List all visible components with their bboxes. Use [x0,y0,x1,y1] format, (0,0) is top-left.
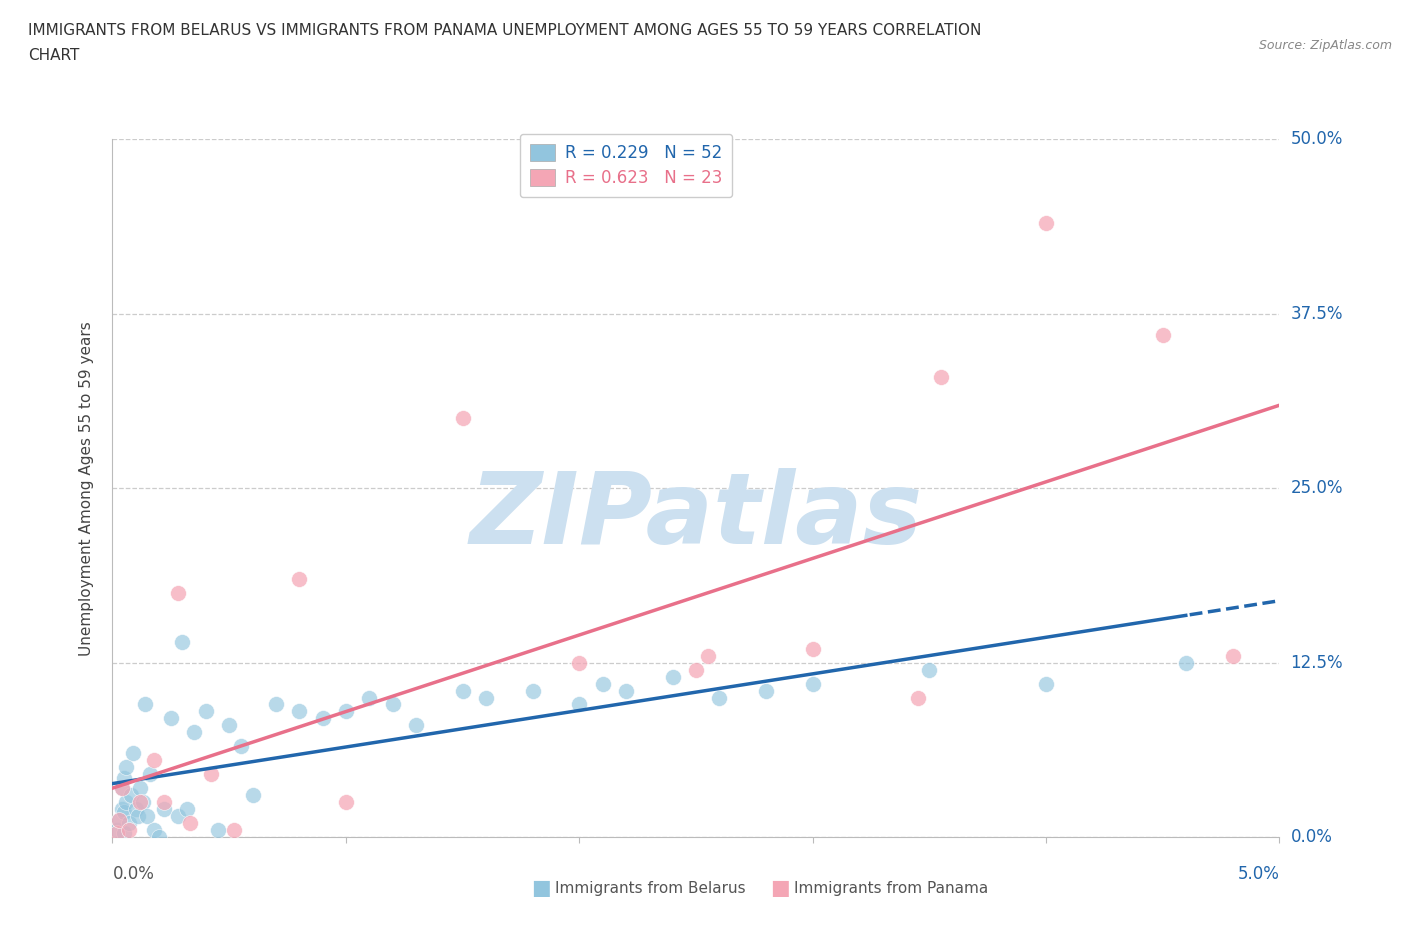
Point [148,830,170,844]
Point [112,804,135,819]
Text: 50.0%: 50.0% [1291,130,1343,149]
Point [1175,655,1198,670]
Point [207,823,229,837]
Point [451,411,474,426]
Point [218,718,240,733]
Point [118,816,141,830]
Point [614,683,637,698]
Point [166,586,188,601]
Legend: R = 0.229   N = 52, R = 0.623   N = 23: R = 0.229 N = 52, R = 0.623 N = 23 [520,134,733,197]
Point [143,753,166,768]
Point [122,746,145,761]
Point [335,794,357,809]
Point [120,788,142,803]
Point [264,698,287,712]
Point [153,794,176,809]
Point [918,662,941,677]
Point [801,676,824,691]
Point [129,781,152,796]
Point [179,816,201,830]
Text: 25.0%: 25.0% [1291,479,1343,498]
Point [132,794,155,809]
Point [801,642,824,657]
Point [108,813,131,828]
Text: 0.0%: 0.0% [112,865,155,883]
Point [112,826,135,841]
Point [115,760,138,775]
Y-axis label: Unemployment Among Ages 55 to 59 years: Unemployment Among Ages 55 to 59 years [79,321,94,656]
Point [661,670,683,684]
Point [685,662,707,677]
Point [194,704,217,719]
Point [125,802,148,817]
Point [242,788,264,803]
Point [112,771,135,786]
Point [183,725,205,740]
Point [222,823,245,837]
Point [522,683,544,698]
Point [143,823,166,837]
Text: ■: ■ [531,878,551,898]
Text: Source: ZipAtlas.com: Source: ZipAtlas.com [1258,39,1392,52]
Text: Immigrants from Panama: Immigrants from Panama [794,881,988,896]
Point [129,794,152,809]
Point [335,704,357,719]
Point [111,781,134,796]
Point [127,809,149,824]
Point [172,634,194,649]
Point [115,794,138,809]
Point [907,690,929,705]
Text: ■: ■ [770,878,790,898]
Text: 5.0%: 5.0% [1237,865,1279,883]
Point [288,571,311,587]
Text: CHART: CHART [28,48,80,63]
Point [118,823,141,837]
Point [200,766,222,781]
Point [134,698,156,712]
Point [139,766,162,781]
Point [153,802,176,817]
Point [288,704,311,719]
Point [1222,648,1244,663]
Point [105,826,128,841]
Point [568,655,591,670]
Point [311,711,333,725]
Point [755,683,778,698]
Point [176,802,198,817]
Text: 12.5%: 12.5% [1291,654,1343,671]
Point [709,690,731,705]
Point [160,711,183,725]
Point [568,698,591,712]
Point [111,781,134,796]
Point [405,718,427,733]
Text: 0.0%: 0.0% [1291,828,1333,846]
Point [696,648,718,663]
Text: 37.5%: 37.5% [1291,305,1343,323]
Text: IMMIGRANTS FROM BELARUS VS IMMIGRANTS FROM PANAMA UNEMPLOYMENT AMONG AGES 55 TO : IMMIGRANTS FROM BELARUS VS IMMIGRANTS FR… [28,23,981,38]
Point [166,809,188,824]
Point [1035,676,1057,691]
Point [136,809,159,824]
Point [451,683,474,698]
Point [475,690,498,705]
Point [381,698,404,712]
Point [229,738,252,753]
Point [1035,216,1057,231]
Point [929,369,952,384]
Point [111,802,134,817]
Point [108,813,131,828]
Point [1152,327,1174,342]
Text: Immigrants from Belarus: Immigrants from Belarus [555,881,747,896]
Point [105,823,128,837]
Text: ZIPatlas: ZIPatlas [470,468,922,565]
Point [592,676,614,691]
Point [359,690,381,705]
